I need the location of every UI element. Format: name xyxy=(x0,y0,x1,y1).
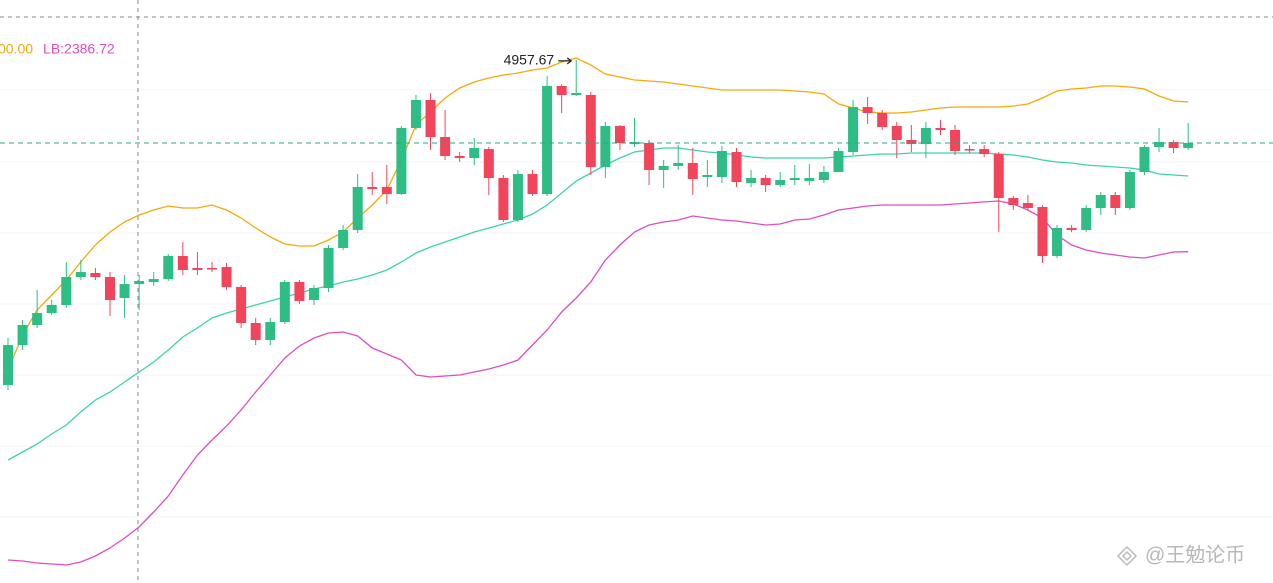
candle-body xyxy=(381,187,392,195)
candle-body xyxy=(221,267,232,288)
candle-body xyxy=(440,137,451,156)
band-line xyxy=(7,200,1189,566)
candle-body xyxy=(658,165,669,171)
legend-entry: 00.00 xyxy=(0,41,33,57)
candle-body xyxy=(134,280,145,285)
candle-body xyxy=(279,282,290,323)
candle-body xyxy=(483,149,494,178)
candle-body xyxy=(294,282,305,301)
candle-body xyxy=(323,247,334,288)
band-line xyxy=(7,147,1189,461)
candle-body xyxy=(90,272,101,278)
candle-body xyxy=(877,112,888,128)
candle-body xyxy=(1081,207,1092,231)
candle-body xyxy=(993,154,1004,198)
candle-body xyxy=(236,287,247,323)
candle-body xyxy=(1168,142,1179,148)
candle-body xyxy=(804,177,815,181)
candle-body xyxy=(265,322,276,341)
candle-body xyxy=(775,180,786,186)
candle-body xyxy=(673,162,684,166)
candle-body xyxy=(75,272,86,278)
candle-body xyxy=(425,100,436,138)
candle-body xyxy=(206,267,217,270)
overlay: 4957.67 00.00 LB:2386.72 xyxy=(0,41,1273,144)
candle-body xyxy=(512,174,523,221)
candle-body xyxy=(950,130,961,151)
candle-body xyxy=(716,150,727,178)
candle-body xyxy=(308,287,319,301)
candle-body xyxy=(935,127,946,131)
candle-body xyxy=(1154,142,1165,148)
candle-body xyxy=(1066,227,1077,231)
candle-body xyxy=(119,284,130,298)
candle-body xyxy=(906,140,917,145)
band-line xyxy=(7,57,1189,371)
candle-body xyxy=(454,155,465,158)
candle-body xyxy=(1022,202,1033,208)
candle-body xyxy=(979,149,990,155)
candle-body xyxy=(1037,207,1048,256)
watermark-text: @王勉论币 xyxy=(1145,543,1245,566)
watermark-icon-outer xyxy=(1116,545,1138,567)
candle-body xyxy=(760,177,771,186)
candle-body xyxy=(614,125,625,143)
candle-body xyxy=(571,92,582,96)
candle-body xyxy=(964,149,975,151)
candle-body xyxy=(644,142,655,171)
candle-body xyxy=(1124,172,1135,208)
legend-entry: LB:2386.72 xyxy=(43,41,115,57)
candle-body xyxy=(833,150,844,173)
candle-body xyxy=(177,255,188,271)
bands xyxy=(7,57,1189,566)
candle-body xyxy=(1183,142,1194,148)
candle-body xyxy=(556,85,567,96)
candle-body xyxy=(600,125,611,168)
candle-body xyxy=(746,177,757,183)
candle-body xyxy=(192,267,203,271)
candle-body xyxy=(148,279,159,283)
candle-body xyxy=(250,322,261,341)
candle-body xyxy=(702,175,713,178)
candles xyxy=(3,59,1194,391)
candle-body xyxy=(848,107,859,153)
candle-body xyxy=(731,152,742,183)
candle-body xyxy=(542,85,553,195)
candle-body xyxy=(920,127,931,145)
candle-body xyxy=(585,95,596,168)
candle-body xyxy=(352,187,363,231)
watermark-icon-inner xyxy=(1121,550,1133,562)
candle-body xyxy=(687,162,698,180)
candle-body xyxy=(3,345,13,386)
candle-body xyxy=(410,100,421,128)
candle-body xyxy=(1052,227,1063,256)
candle-body xyxy=(527,174,538,195)
candle-body xyxy=(61,277,72,306)
grid xyxy=(0,89,1273,518)
candle-body xyxy=(104,277,115,301)
candle-body xyxy=(891,125,902,141)
candle-body xyxy=(32,312,43,326)
candle-body xyxy=(469,147,480,158)
candle-body xyxy=(338,230,349,248)
candle-body xyxy=(1110,195,1121,208)
candle-body xyxy=(46,305,57,313)
max-arrow-head xyxy=(566,57,573,65)
candle-body xyxy=(818,172,829,181)
candle-body xyxy=(498,177,509,221)
candle-body xyxy=(396,127,407,195)
candle-body xyxy=(789,177,800,181)
candle-body xyxy=(862,107,873,113)
watermark: @王勉论币 xyxy=(1116,543,1245,567)
candle-body xyxy=(17,325,28,346)
candle-body xyxy=(1008,197,1019,206)
candle-body xyxy=(1095,195,1106,208)
candle-body xyxy=(367,187,378,190)
max-annotation: 4957.67 xyxy=(504,52,555,68)
candle-body xyxy=(1139,147,1150,173)
watermark-icon xyxy=(1116,545,1138,567)
candle-body xyxy=(163,255,174,280)
